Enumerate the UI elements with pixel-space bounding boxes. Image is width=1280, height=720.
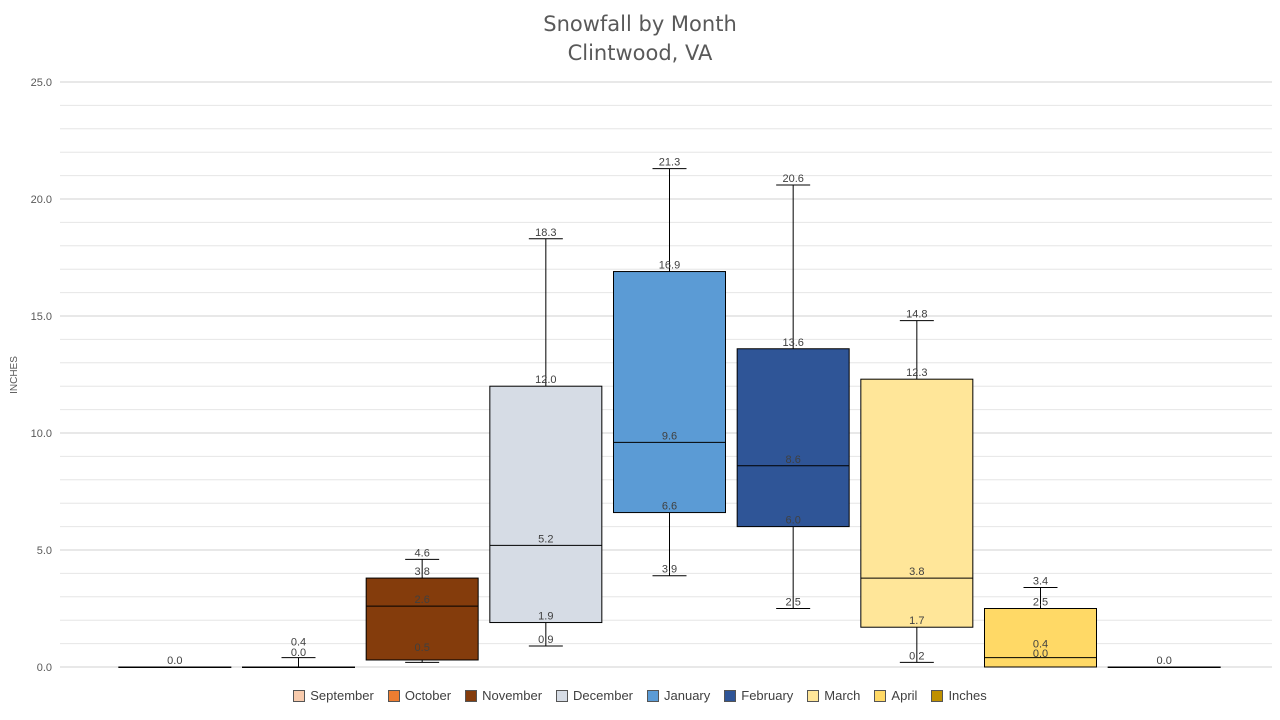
legend: September October November December January F… [0, 688, 1280, 703]
legend-item-february: February [724, 688, 793, 703]
data-label: 6.6 [662, 501, 677, 513]
y-tick-label: 10.0 [31, 428, 52, 440]
legend-label: February [741, 688, 794, 703]
data-label: 3.8 [909, 566, 924, 578]
box-december: 18.3 12.0 5.2 1.9 0.9 [489, 227, 603, 647]
legend-swatch [556, 689, 569, 702]
data-label: 0.2 [909, 650, 924, 662]
data-label: 12.0 [535, 374, 556, 386]
data-label: 6.0 [786, 515, 801, 527]
data-label: 1.9 [538, 611, 553, 623]
data-label: 18.3 [535, 227, 556, 239]
y-tick-label: 20.0 [31, 194, 52, 206]
box-september: 0.0 [118, 655, 232, 668]
data-label: 21.3 [659, 157, 680, 169]
data-label: 0.4 [1033, 639, 1048, 651]
data-label: 12.3 [906, 367, 927, 379]
data-label: 14.8 [906, 309, 927, 321]
legend-label: April [891, 688, 918, 703]
y-tick-label: 5.0 [37, 545, 52, 557]
data-label: 4.6 [415, 547, 430, 559]
data-label: 0.0 [167, 655, 182, 667]
data-label: 20.6 [782, 173, 803, 185]
legend-swatch [293, 689, 306, 702]
chart-title: Snowfall by Month [543, 12, 737, 36]
box-body [365, 577, 479, 661]
data-label: 0.4 [291, 636, 306, 648]
y-axis-ticks: 0.0 5.0 10.0 15.0 20.0 25.0 [31, 77, 52, 674]
legend-swatch [807, 689, 820, 702]
box-body [489, 385, 603, 624]
data-label: 0.9 [538, 634, 553, 646]
data-label: 2.6 [415, 594, 430, 606]
data-label: 1.7 [909, 615, 924, 627]
box-january: 21.3 16.9 9.6 6.6 3.9 [613, 157, 726, 577]
y-axis-label: INCHES [9, 356, 20, 394]
legend-label: Inches [948, 688, 987, 703]
legend-label: December [573, 688, 634, 703]
data-label: 2.5 [1033, 597, 1048, 609]
chart-subtitle: Clintwood, VA [567, 41, 713, 65]
data-label: 3.4 [1033, 575, 1048, 587]
legend-label: March [824, 688, 861, 703]
box-series: 0.00.40.04.63.82.60.518.312.05.21.90.921… [118, 157, 1221, 668]
data-label: 9.6 [662, 430, 677, 442]
legend-item-october: October [387, 688, 452, 703]
data-label: 5.2 [538, 533, 553, 545]
legend-item-april: April [874, 688, 917, 703]
y-tick-label: 0.0 [37, 662, 52, 674]
data-label: 3.8 [415, 566, 430, 578]
box-april: 3.4 2.5 0.40.0 [984, 575, 1097, 668]
y-tick-label: 25.0 [31, 77, 52, 89]
legend-item-november: November [465, 688, 542, 703]
data-label: 13.6 [782, 337, 803, 349]
box-october: 0.40.0 [242, 636, 355, 668]
legend-swatch [874, 689, 887, 702]
legend-label: October [404, 688, 452, 703]
legend-swatch [387, 689, 400, 702]
legend-swatch [724, 689, 737, 702]
data-label: 16.9 [659, 260, 680, 272]
legend-item-december: December [556, 688, 633, 703]
box-march: 14.8 12.3 3.8 1.7 0.2 [860, 309, 974, 663]
data-label: 3.9 [662, 564, 677, 576]
legend-item-inches: Inches [931, 688, 987, 703]
box-november: 4.6 3.8 2.6 0.5 [365, 547, 479, 663]
legend-swatch [465, 689, 478, 702]
legend-label: September [310, 688, 374, 703]
legend-item-march: March [807, 688, 860, 703]
data-label: 0.0 [1033, 648, 1048, 660]
legend-item-january: January [647, 688, 710, 703]
box-body [736, 348, 850, 528]
legend-swatch [931, 689, 944, 702]
legend-item-september: September [293, 688, 374, 703]
box-february: 20.6 13.6 8.6 6.0 2.5 [736, 173, 850, 609]
data-label: 0.5 [415, 642, 430, 654]
box-body [860, 378, 974, 628]
data-label: 2.5 [786, 597, 801, 609]
data-label: 0.0 [291, 647, 306, 659]
y-tick-label: 15.0 [31, 311, 52, 323]
box-inches: 0.0 [1107, 655, 1221, 668]
data-label: 8.6 [786, 454, 801, 466]
data-label: 0.0 [1157, 655, 1172, 667]
legend-label: January [664, 688, 711, 703]
legend-swatch [647, 689, 660, 702]
legend-label: November [482, 688, 543, 703]
box-body [613, 271, 726, 514]
